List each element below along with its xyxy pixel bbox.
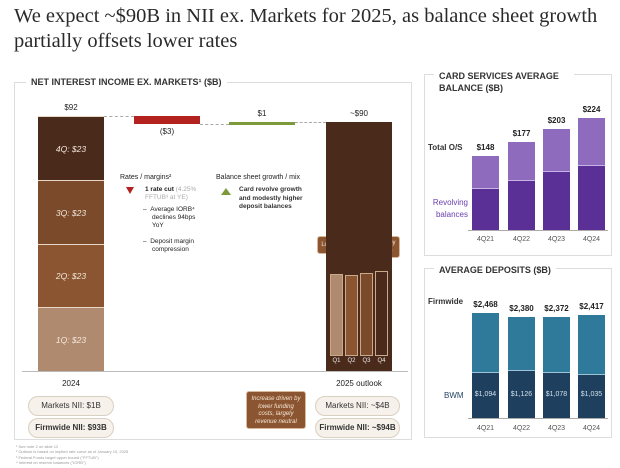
value-label: ~$90 <box>349 108 369 118</box>
bar-2024-label: 3Q: $23 <box>55 207 87 218</box>
deposits-title: AVERAGE DEPOSITS ($B) <box>434 264 556 276</box>
value-label: $92 <box>64 103 78 113</box>
nii-title: NET INTEREST INCOME EX. MARKETS¹ ($B) <box>26 76 227 88</box>
card-x-label: 4Q24 <box>582 236 601 243</box>
card-x-label: 4Q22 <box>512 236 531 243</box>
total-os-label: Total O/S <box>428 143 463 152</box>
card-total-bar <box>543 128 570 171</box>
card-total-label: $177 <box>512 128 531 138</box>
connector <box>104 116 134 118</box>
deposits-bwm-label: $1,126 <box>510 391 533 398</box>
rates-heading: Rates / margins² <box>120 174 172 181</box>
deposits-bwm-bar <box>578 374 605 418</box>
deposits-bwm-label: $1,035 <box>580 391 603 398</box>
connector <box>200 124 229 126</box>
rates-bullet: 1 rate cut (4.25% FFTUB³ at YE) <box>145 186 203 202</box>
card-x-label: 4Q23 <box>547 236 566 243</box>
card-revolving-bar <box>508 180 535 230</box>
outlook-quarter-bar <box>345 275 358 356</box>
outlook-quarter-bar <box>360 273 373 356</box>
deposits-firmwide-bar <box>508 316 535 371</box>
card-total-bar <box>578 118 605 165</box>
pill-markets-2025: Markets NII: ~$4B <box>315 396 400 416</box>
growth-bullet: Card revolve growth and modestly higher … <box>239 186 303 210</box>
down-triangle-icon <box>126 187 134 194</box>
growth-heading: Balance sheet growth / mix <box>216 174 301 181</box>
rates-bullet-note: (4.25% FFTUB³ at YE) <box>145 186 197 201</box>
card-total-bar <box>472 156 499 188</box>
footnote: ⁴ Interest on reserve balances ("IORB") <box>16 459 86 465</box>
footnote: ¹ See note 2 on slide 12 <box>16 444 59 449</box>
card-x-label: 4Q21 <box>476 236 495 243</box>
deposits-bwm-bar <box>508 370 535 418</box>
bar-2024-4q: 4Q: $23 <box>38 116 104 180</box>
card-total-label: $224 <box>582 105 601 114</box>
footnote: ³ Federal Funds target upper bound ("FFT… <box>16 454 99 460</box>
bar-rates <box>134 116 200 125</box>
deposits-x-label: 4Q22 <box>512 425 531 432</box>
category-label: 2024 <box>62 379 80 388</box>
outlook-quarter-label: Q2 <box>347 358 356 364</box>
bar-2024-label: 2Q: $23 <box>55 271 87 282</box>
deposits-firmwide-bar <box>472 313 499 372</box>
nii-baseline <box>22 371 408 372</box>
deposits-firmwide-label: $2,380 <box>509 303 534 313</box>
deposits-firmwide-label: $2,468 <box>473 300 498 310</box>
deposits-baseline <box>468 418 608 419</box>
value-label: $1 <box>257 108 267 118</box>
bwm-label: BWM <box>444 391 464 400</box>
outlook-quarter-bar <box>330 274 343 356</box>
deposits-bwm-bar <box>543 372 570 418</box>
revolving-label: Revolving balances <box>432 198 468 219</box>
callout-increase: Increase driven by lower funding costs, … <box>246 391 306 429</box>
deposits-bwm-bar <box>472 371 499 418</box>
bar-2024-1q: 1Q: $23 <box>38 307 104 371</box>
card-total-bar <box>508 141 535 180</box>
card-revolving-bar <box>472 188 499 230</box>
deposits-bwm-label: $1,078 <box>545 391 568 398</box>
connector <box>295 121 326 123</box>
card-title: CARD SERVICES AVERAGE BALANCE ($B) <box>434 70 574 94</box>
outlook-quarter-label: Q4 <box>377 358 386 364</box>
outlook-quarter-bar <box>375 271 388 356</box>
rates-sub1-text: Average IORB⁴ declines 94bps YoY <box>150 206 196 229</box>
bar-2024-2q: 2Q: $23 <box>38 243 104 308</box>
page-title: We expect ~$90B in NII ex. Markets for 2… <box>14 5 598 52</box>
pill-firmwide-2024: Firmwide NII: $93B <box>28 418 114 438</box>
bar-2024-label: 1Q: $23 <box>55 335 87 346</box>
deposits-firmwide-label: $2,417 <box>579 302 604 312</box>
deposits-x-label: 4Q24 <box>582 425 601 432</box>
deposits-bwm-label: $1,094 <box>474 391 497 398</box>
rates-bullet-text: 1 rate cut <box>145 186 174 193</box>
deposits-firmwide-bar <box>578 315 605 374</box>
bar-2024-3q: 3Q: $23 <box>38 179 104 244</box>
bar-growth <box>229 121 295 125</box>
card-revolving-bar <box>578 165 605 230</box>
outlook-quarter-label: Q3 <box>362 358 371 364</box>
card-total-label: $203 <box>547 115 566 125</box>
outlook-quarter-label: Q1 <box>332 358 341 364</box>
up-triangle-icon <box>221 188 231 195</box>
deposits-firmwide-bar <box>543 317 570 373</box>
bar-2024-label: 4Q: $23 <box>55 144 87 154</box>
card-total-label: $148 <box>476 143 495 152</box>
pill-firmwide-2025: Firmwide NII: ~$94B <box>315 418 400 438</box>
pill-markets-2024: Markets NII: $1B <box>28 396 114 416</box>
card-baseline <box>468 230 608 231</box>
deposits-x-label: 4Q21 <box>476 425 495 432</box>
rates-sub2-text: Deposit margin compression <box>150 238 194 253</box>
rates-sub2: – Deposit margin compression <box>143 238 194 253</box>
footnote: ² Outlook is based on implied rate curve… <box>16 449 129 455</box>
footnotes: ¹ See note 2 on slide 12 ² Outlook is ba… <box>16 444 128 465</box>
deposits-firmwide-label: $2,372 <box>544 304 569 314</box>
deposits-x-label: 4Q23 <box>547 425 566 432</box>
card-revolving-bar <box>543 171 570 230</box>
rates-sub1: – Average IORB⁴ declines 94bps YoY <box>143 206 196 229</box>
value-label: ($3) <box>159 127 175 137</box>
firmwide-label: Firmwide <box>428 297 464 306</box>
category-label: 2025 outlook <box>336 379 382 388</box>
